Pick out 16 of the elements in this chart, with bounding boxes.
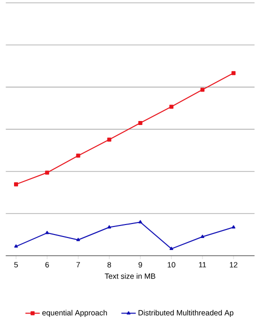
point: [138, 220, 142, 224]
point: [76, 238, 80, 242]
point: [108, 225, 112, 229]
point: [138, 120, 142, 125]
point: [76, 154, 80, 158]
point: [200, 88, 205, 92]
point: [200, 234, 204, 238]
point: [232, 225, 236, 229]
point: [232, 71, 236, 76]
point: [14, 244, 18, 248]
point: [45, 170, 50, 175]
point: [170, 246, 174, 250]
point: [14, 182, 18, 186]
point: [107, 138, 112, 142]
point: [169, 104, 174, 109]
point: [45, 230, 50, 234]
